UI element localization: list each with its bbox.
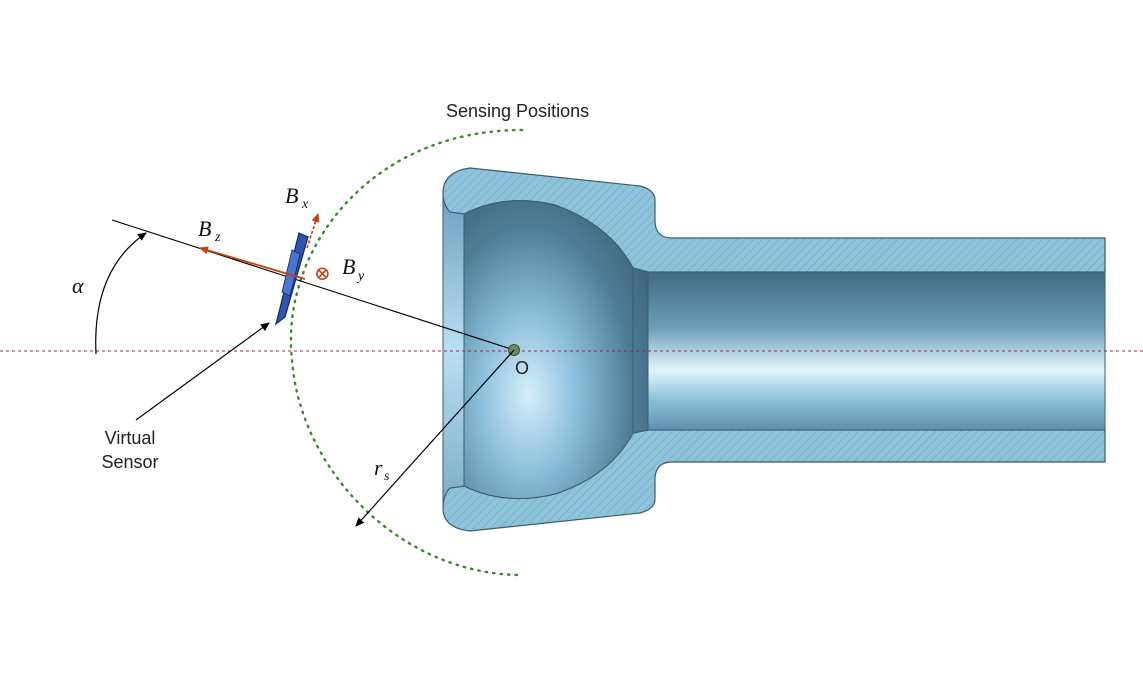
virtual-sensor-label-line2: Sensor [101, 452, 158, 472]
sensor-direction-line [111, 219, 515, 351]
sensing-positions-label: Sensing Positions [446, 101, 589, 121]
by-symbol: ⊗ [314, 263, 331, 285]
rs-subscript: s [384, 469, 390, 484]
virtual-sensor [274, 232, 309, 326]
alpha-angle-arc [95, 232, 147, 355]
origin-label: O [515, 358, 529, 378]
bx-subscript: x [301, 197, 309, 212]
bx-label: B [285, 183, 298, 208]
virtual-sensor-label-line1: Virtual [105, 428, 156, 448]
tube-rim [442, 192, 465, 509]
sensing-positions-arc [289, 128, 524, 577]
bz-vector [199, 246, 306, 280]
alpha-label: α [72, 273, 84, 298]
by-label: B [342, 254, 355, 279]
virtual-sensor-pointer [135, 322, 270, 421]
bz-subscript: z [214, 230, 221, 245]
bz-label: B [198, 216, 211, 241]
by-subscript: y [356, 269, 365, 284]
bx-vector [306, 213, 320, 249]
tube-bowl [463, 200, 649, 499]
rs-dimension-arrow [355, 349, 515, 527]
rs-label: r [374, 455, 383, 480]
tube-cross-section [442, 167, 1106, 532]
